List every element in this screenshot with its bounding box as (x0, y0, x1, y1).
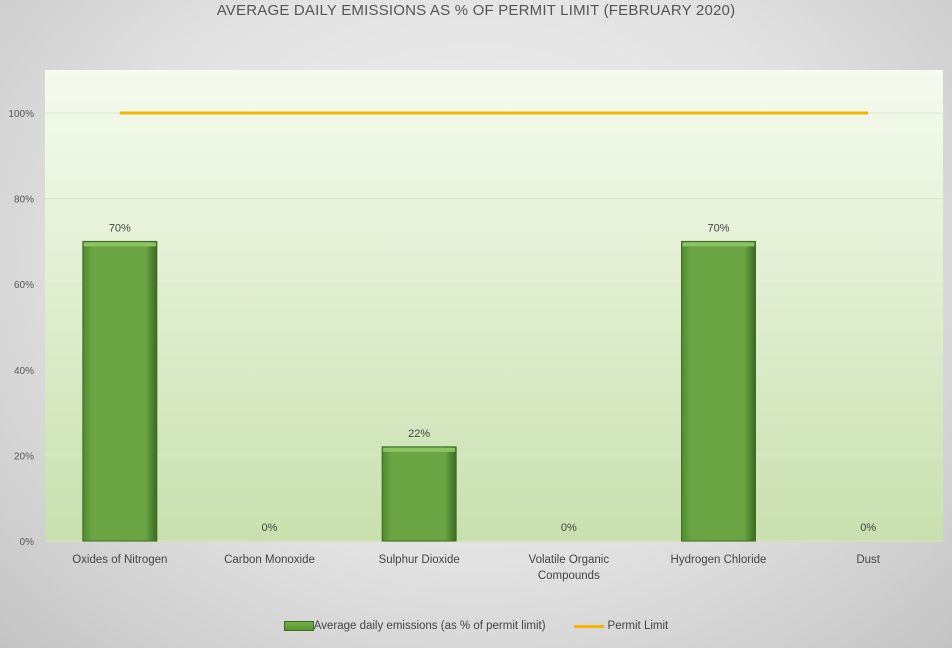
bar-highlight (383, 447, 456, 452)
data-label: 22% (408, 428, 430, 440)
x-category-label: Volatile Organic (529, 554, 610, 566)
bar (681, 240, 756, 542)
legend-label-emissions: Average daily emissions (as % of permit … (313, 620, 546, 632)
x-category-label: Hydrogen Chloride (671, 554, 767, 566)
x-category-label: Dust (856, 554, 880, 566)
data-label: 0% (262, 522, 278, 534)
y-tick-label: 0% (20, 537, 35, 548)
x-category-label: Compounds (538, 570, 600, 582)
y-tick-label: 40% (14, 366, 34, 377)
legend-item-permit: Permit Limit (573, 620, 669, 632)
bar (381, 446, 457, 542)
y-tick-label: 80% (14, 195, 34, 206)
y-tick-label: 20% (14, 451, 34, 462)
y-tick-label: 60% (14, 280, 34, 291)
data-label: 0% (860, 522, 876, 534)
x-category-label: Oxides of Nitrogen (72, 554, 167, 566)
data-label: 0% (561, 522, 577, 534)
bar-highlight (83, 242, 156, 247)
legend-label-permit: Permit Limit (607, 620, 669, 632)
data-label: 70% (109, 222, 131, 234)
legend-swatch-bar (283, 621, 314, 631)
x-category-label: Carbon Monoxide (224, 554, 315, 566)
x-category-label: Sulphur Dioxide (379, 554, 460, 566)
bar (82, 240, 158, 542)
bar-highlight (682, 242, 755, 247)
legend: Average daily emissions (as % of permit … (0, 620, 952, 632)
data-label: 70% (707, 222, 729, 234)
plot-area (45, 70, 943, 542)
chart-title: AVERAGE DAILY EMISSIONS AS % OF PERMIT L… (216, 2, 736, 19)
legend-item-emissions: Average daily emissions (as % of permit … (283, 620, 546, 632)
legend-swatch-line (573, 624, 604, 628)
y-tick-label: 100% (8, 109, 34, 120)
